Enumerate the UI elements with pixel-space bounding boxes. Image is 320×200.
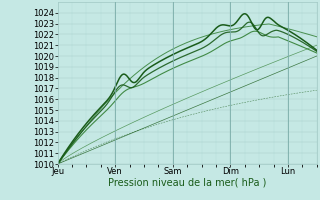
X-axis label: Pression niveau de la mer( hPa ): Pression niveau de la mer( hPa ) (108, 178, 266, 188)
